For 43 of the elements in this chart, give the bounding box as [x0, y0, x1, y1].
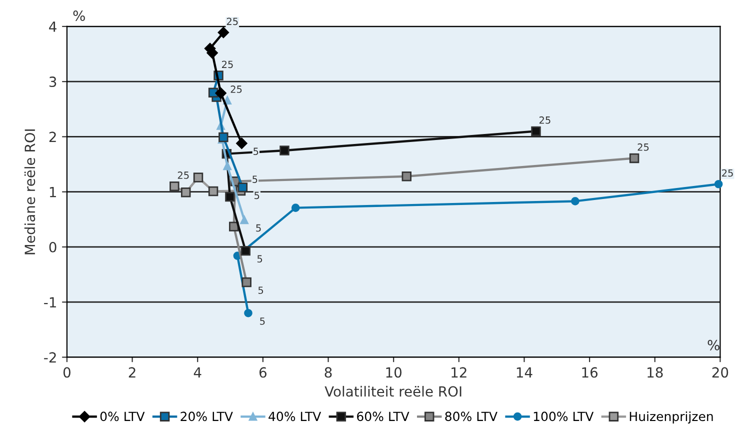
x-axis-title: Volatiliteit reële ROI [324, 386, 462, 397]
x-tick-label: 4 [194, 367, 202, 378]
annotation: 25 [230, 86, 242, 93]
annotation: 25 [178, 172, 189, 179]
annotation: 5 [254, 148, 258, 156]
legend-label: 80% LTV [445, 412, 498, 422]
annotation: 5 [258, 286, 264, 294]
annotation: 5 [254, 192, 260, 200]
x-tick-label: 20 [712, 367, 728, 378]
y-tick-label: 3 [49, 76, 56, 88]
annotation: 5 [252, 176, 258, 183]
annotation: 5 [256, 224, 261, 232]
y-tick-label: 0 [49, 242, 56, 252]
x-tick-label: 6 [259, 367, 266, 378]
x-tick-label: 10 [386, 367, 402, 378]
annotation: 5 [260, 318, 265, 325]
x-tick-label: 14 [516, 367, 532, 378]
annotation: 5 [257, 255, 262, 263]
annotation: % [708, 340, 720, 350]
legend-label: Huizenprijzen [630, 411, 713, 424]
y-tick-label: 1 [50, 186, 56, 198]
y-axis-title: Mediane reële ROI [24, 129, 36, 254]
x-tick-label: 2 [128, 367, 136, 378]
y-tick-label: -1 [44, 297, 56, 308]
legend-label: 40% LTV [268, 412, 322, 422]
annotation: 25 [722, 169, 733, 177]
annotation: 25 [539, 116, 550, 124]
legend-label: 0% LTV [100, 412, 145, 422]
x-tick-label: 18 [648, 367, 663, 378]
legend-label: 100% LTV [534, 412, 594, 422]
x-tick-label: 16 [582, 367, 598, 378]
y-tick-label: -2 [44, 352, 56, 362]
y-tick-label: 2 [49, 132, 56, 142]
annotation: 25 [226, 18, 238, 26]
legend-label: 20% LTV [180, 412, 233, 422]
annotation: 25 [222, 60, 233, 68]
text: % [73, 10, 85, 21]
legend-label: 60% LTV [357, 412, 410, 422]
annotation: 25 [638, 143, 649, 151]
y-tick-label: 4 [49, 22, 56, 32]
x-tick-label: 8 [324, 367, 332, 378]
x-tick-label: 12 [452, 367, 466, 378]
x-tick-label: 0 [63, 367, 70, 378]
